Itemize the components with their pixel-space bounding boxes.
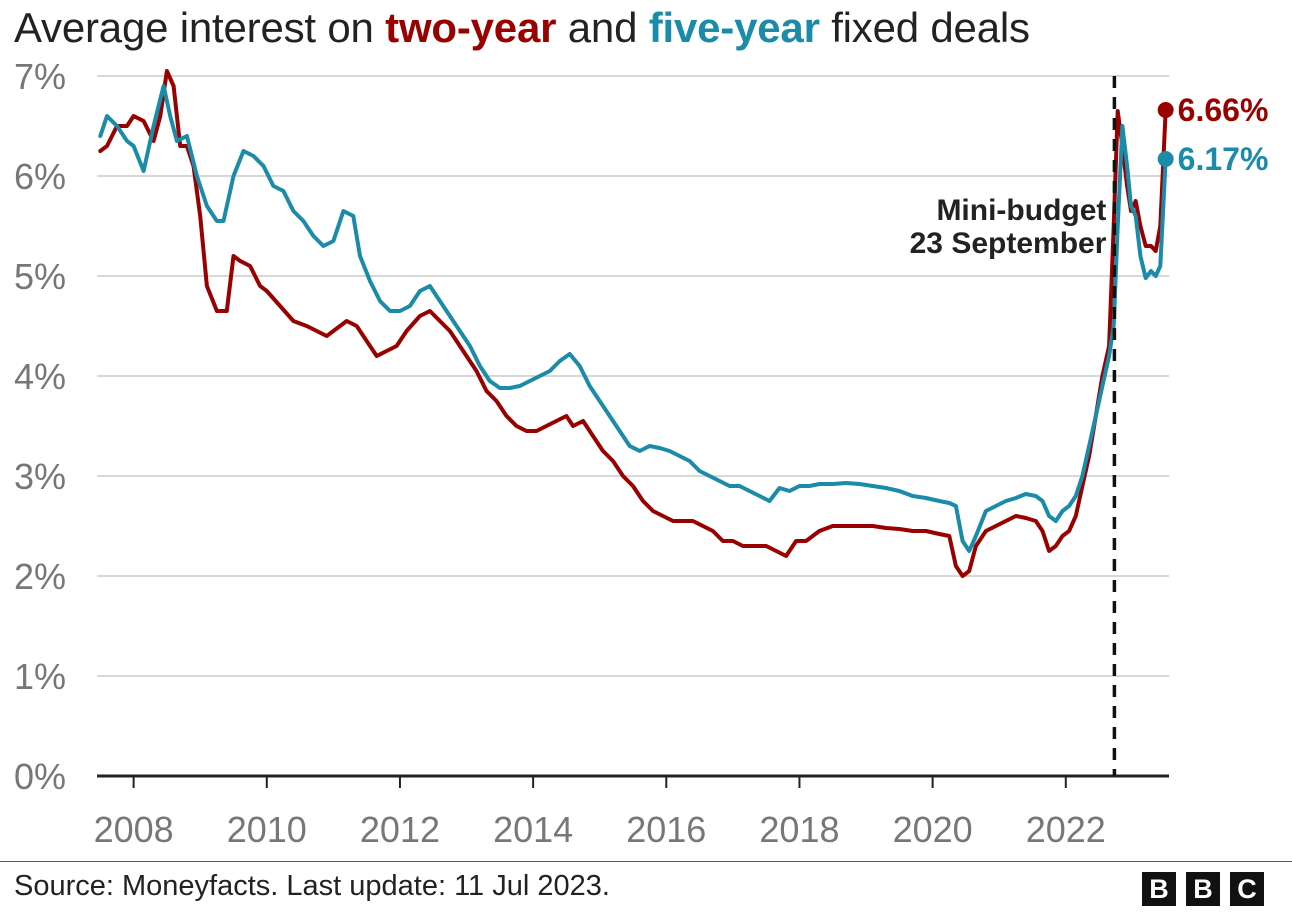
annotation-line-1: Mini-budget [936, 194, 1106, 227]
title-middle: and [567, 4, 638, 51]
series-line-two-year [98, 69, 1168, 578]
y-tick-label-4: 4% [14, 356, 66, 397]
y-axis-tick-labels: 0% 1% 2% 3% 4% 5% 6% 7% [14, 56, 66, 797]
end-value-labels: 6.66% 6.17% [1157, 92, 1269, 177]
source-note: Source: Moneyfacts. Last update: 11 Jul … [14, 870, 610, 902]
x-tick-label-2016: 2016 [626, 809, 706, 850]
title-prefix: Average interest on [14, 4, 374, 51]
title-two-year: two-year [385, 4, 557, 51]
bbc-logo-block-3: C [1230, 872, 1264, 906]
series-line-five-year [98, 84, 1168, 553]
gridlines [97, 75, 1169, 778]
x-tick-label-2022: 2022 [1026, 809, 1106, 850]
x-axis-ticks: 2008 2010 2012 2014 2016 2018 2020 2022 [94, 776, 1106, 850]
end-marker-five-year [1157, 151, 1174, 167]
x-tick-label-2020: 2020 [893, 809, 973, 850]
x-tick-label-2018: 2018 [759, 809, 839, 850]
title-suffix: fixed deals [831, 4, 1030, 51]
bbc-logo-block-1: B [1142, 872, 1176, 906]
x-tick-label-2014: 2014 [493, 809, 573, 850]
annotation-line-2: 23 September [910, 227, 1107, 260]
end-label-five-year: 6.17% [1178, 141, 1269, 177]
y-tick-label-2: 2% [14, 556, 66, 597]
footer-divider [0, 861, 1292, 862]
chart-title: Average interest on two-year and five-ye… [14, 4, 1030, 52]
end-label-two-year: 6.66% [1178, 92, 1269, 128]
x-tick-label-2012: 2012 [360, 809, 440, 850]
y-tick-label-0: 0% [14, 756, 66, 797]
y-tick-label-6: 6% [14, 156, 66, 197]
y-tick-label-1: 1% [14, 656, 66, 697]
title-five-year: five-year [648, 4, 820, 51]
y-tick-label-7: 7% [14, 56, 66, 97]
series-lines [98, 69, 1168, 578]
y-tick-label-5: 5% [14, 256, 66, 297]
end-marker-two-year [1157, 102, 1174, 118]
y-tick-label-3: 3% [14, 456, 66, 497]
x-tick-label-2008: 2008 [94, 809, 174, 850]
x-tick-label-2010: 2010 [227, 809, 307, 850]
bbc-logo-block-2: B [1186, 872, 1220, 906]
